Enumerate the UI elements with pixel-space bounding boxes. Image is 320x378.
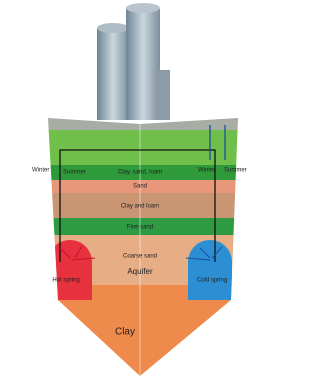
label-summer: Summer <box>63 170 86 176</box>
diagram: Winter Summer Winter Summer Clay, sand, … <box>0 0 251 378</box>
layer-label: Fine sand <box>127 225 153 231</box>
cold-spring-label: Cold spring <box>197 278 227 284</box>
hot-spring-label: Hot spring <box>52 278 79 284</box>
label-winter: Winter <box>32 168 49 174</box>
label-winter: Winter <box>198 168 215 174</box>
layer-label: Clay, sand, loam <box>118 170 162 176</box>
layer-label: Clay <box>115 327 135 338</box>
label-summer: Summer <box>224 168 247 174</box>
layer-label: Coarse sand <box>123 254 157 260</box>
aquifer-label: Aquifer <box>127 267 153 276</box>
building <box>97 3 170 120</box>
layer-label: Clay and loam <box>121 204 159 210</box>
layer-label: Sand <box>133 184 147 190</box>
